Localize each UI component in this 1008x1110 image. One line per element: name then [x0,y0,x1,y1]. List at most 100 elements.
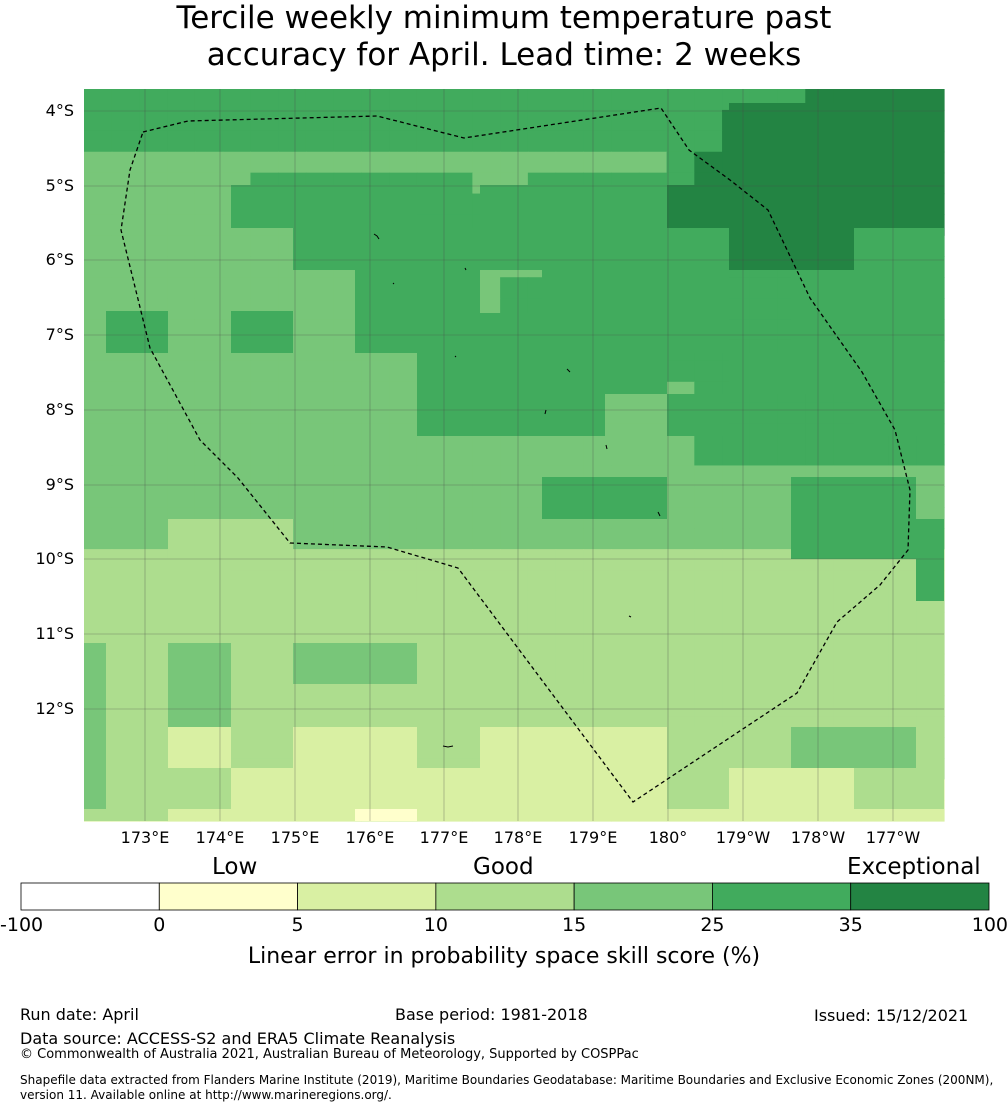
grid-cell [222,130,252,153]
grid-cell [139,214,168,236]
grid-cell [194,193,224,216]
longitude-label: 177°W [865,828,921,847]
grid-cell [860,590,890,613]
grid-cell [222,277,252,299]
grid-cell [389,130,418,153]
grid-cell [749,695,779,718]
latitude-label: 10°S [35,549,74,568]
grid-cell [194,444,224,467]
grid-cell [278,486,307,508]
grid-cell [472,611,501,634]
grid-cell [888,632,917,655]
grid-cell [84,151,113,174]
grid-cell [167,381,196,404]
grid-cell [84,130,113,153]
grid-cell [333,528,363,550]
grid-cell [361,507,390,529]
grid-cell [84,559,231,643]
grid-cell [167,339,196,362]
grid-cell [278,360,307,383]
grid-cell [444,528,473,550]
grid-cell [111,444,141,467]
grid-cell [111,193,141,216]
grid-cell [722,653,751,676]
grid-cell [305,339,335,362]
grid-cell [416,570,446,592]
grid-cell [333,570,363,592]
grid-cell [527,611,557,634]
grid-cell [139,486,168,508]
grid-cell [542,477,667,519]
grid-cell [111,423,141,446]
grid-cell [250,423,279,446]
grid-cell [333,277,363,299]
grid-cell [106,684,168,809]
grid-cell [791,313,944,353]
grid-cell [638,653,668,676]
grid-cell [333,89,363,111]
grid-cell [84,360,113,383]
grid-cell [167,235,196,257]
grid-cell [638,402,668,425]
grid-cell [416,109,446,132]
grid-cell [500,109,529,132]
grid-cell [777,653,806,676]
grid-cell [916,695,945,718]
grid-cell [278,423,307,446]
grid-cell [500,549,529,571]
grid-cell [416,486,446,508]
grid-cell [694,570,723,592]
grid-cell [167,109,196,132]
grid-cell [527,549,557,571]
grid-cell [361,130,390,153]
colorbar-tick-label: 35 [838,914,863,936]
colorbar-tick-label: 100 [971,914,1008,936]
grid-cell [722,695,751,718]
longitude-label: 178°W [790,828,846,847]
grid-cell [666,507,695,529]
grid-cell [833,611,862,634]
grid-cell [333,151,363,174]
grid-cell [167,277,196,299]
grid-cell [84,423,113,446]
grid-cell [722,590,751,613]
grid-cell [250,256,279,278]
latitude-label: 9°S [45,475,74,494]
grid-cell [416,465,446,487]
colorbar-tick-label: 15 [562,914,587,936]
grid-cell [500,465,529,487]
grid-cell [333,486,363,508]
grid-cell [722,277,751,299]
grid-cell [666,570,695,592]
grid-cell [791,270,944,313]
grid-cell [749,570,779,592]
grid-cell [667,809,944,821]
longitude-label: 177°E [419,828,469,847]
grid-cell [667,185,944,228]
grid-cell [111,109,141,132]
grid-cell [389,381,418,404]
grid-cell [231,185,293,228]
grid-cell [527,130,557,153]
grid-cell [389,444,418,467]
grid-cell [472,465,501,487]
grid-cell [805,695,834,718]
grid-cell [444,130,473,153]
grid-cell [888,570,917,592]
grid-cell [250,89,279,111]
grid-cell [833,674,862,697]
grid-cell [305,319,335,341]
grid-cell [417,228,480,270]
grid-cell [361,486,390,508]
grid-cell [611,570,640,592]
grid-cell [84,465,113,487]
grid-cell [361,151,390,174]
grid-cell [472,89,501,111]
grid-cell [805,653,834,676]
grid-cell [722,423,751,446]
grid-cell [84,235,113,257]
grid-cell [222,109,252,132]
grid-cell [583,130,612,153]
grid-cell [222,89,252,111]
grid-cell [666,465,695,487]
